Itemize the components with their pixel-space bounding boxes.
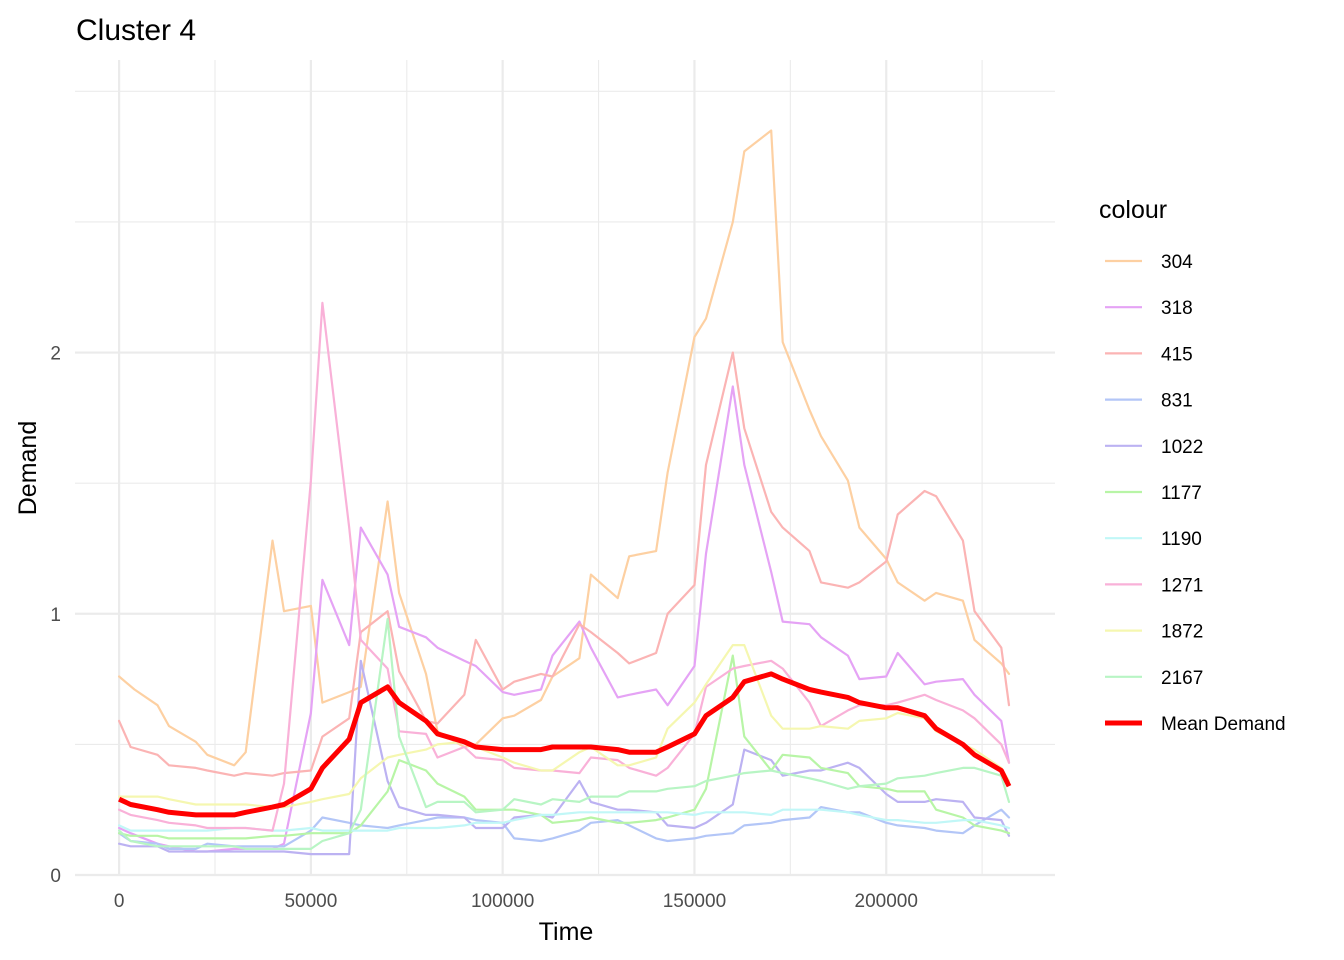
legend-label: 1022: [1161, 437, 1203, 458]
mean-demand-line: [118, 671, 1012, 818]
legend-label: Mean Demand: [1161, 714, 1286, 735]
series-line-318: [118, 385, 1011, 853]
y-tick-label: 1: [50, 605, 61, 626]
legend-label: 304: [1161, 252, 1193, 273]
chart-title: Cluster 4: [76, 14, 196, 47]
series-line-1022: [118, 659, 1011, 856]
legend: colour 304 318 415 831 1022 1177 1190 1271 1872 2…: [1099, 196, 1286, 735]
y-tick-label: 0: [50, 866, 61, 887]
series-line-304: [118, 129, 1011, 767]
x-axis-title: Time: [539, 918, 594, 946]
tick-labels: 0 50000 100000 150000 200000 0 1 2: [50, 344, 918, 912]
y-axis-title: Demand: [14, 421, 42, 516]
x-tick-label: 200000: [855, 891, 918, 912]
legend-label: 1872: [1161, 622, 1203, 643]
series-line-415: [118, 351, 1011, 777]
legend-label: 1190: [1161, 529, 1202, 550]
legend-label: 415: [1161, 344, 1193, 365]
grid: [75, 60, 1055, 877]
series-line-831: [118, 806, 1011, 850]
x-tick-label: 150000: [663, 891, 726, 912]
series-line-2167: [118, 617, 1011, 850]
legend-label: 2167: [1161, 668, 1203, 689]
legend-label: 1271: [1161, 575, 1203, 596]
y-tick-label: 2: [50, 344, 61, 365]
legend-label: 318: [1161, 298, 1193, 319]
x-tick-label: 0: [114, 891, 125, 912]
legend-label: 831: [1161, 391, 1193, 412]
legend-title: colour: [1099, 196, 1167, 224]
x-tick-label: 50000: [284, 891, 337, 912]
x-tick-label: 100000: [471, 891, 534, 912]
legend-label: 1177: [1161, 483, 1202, 504]
series-line-1271: [118, 301, 1011, 832]
mean-demand-path: [118, 671, 1012, 818]
